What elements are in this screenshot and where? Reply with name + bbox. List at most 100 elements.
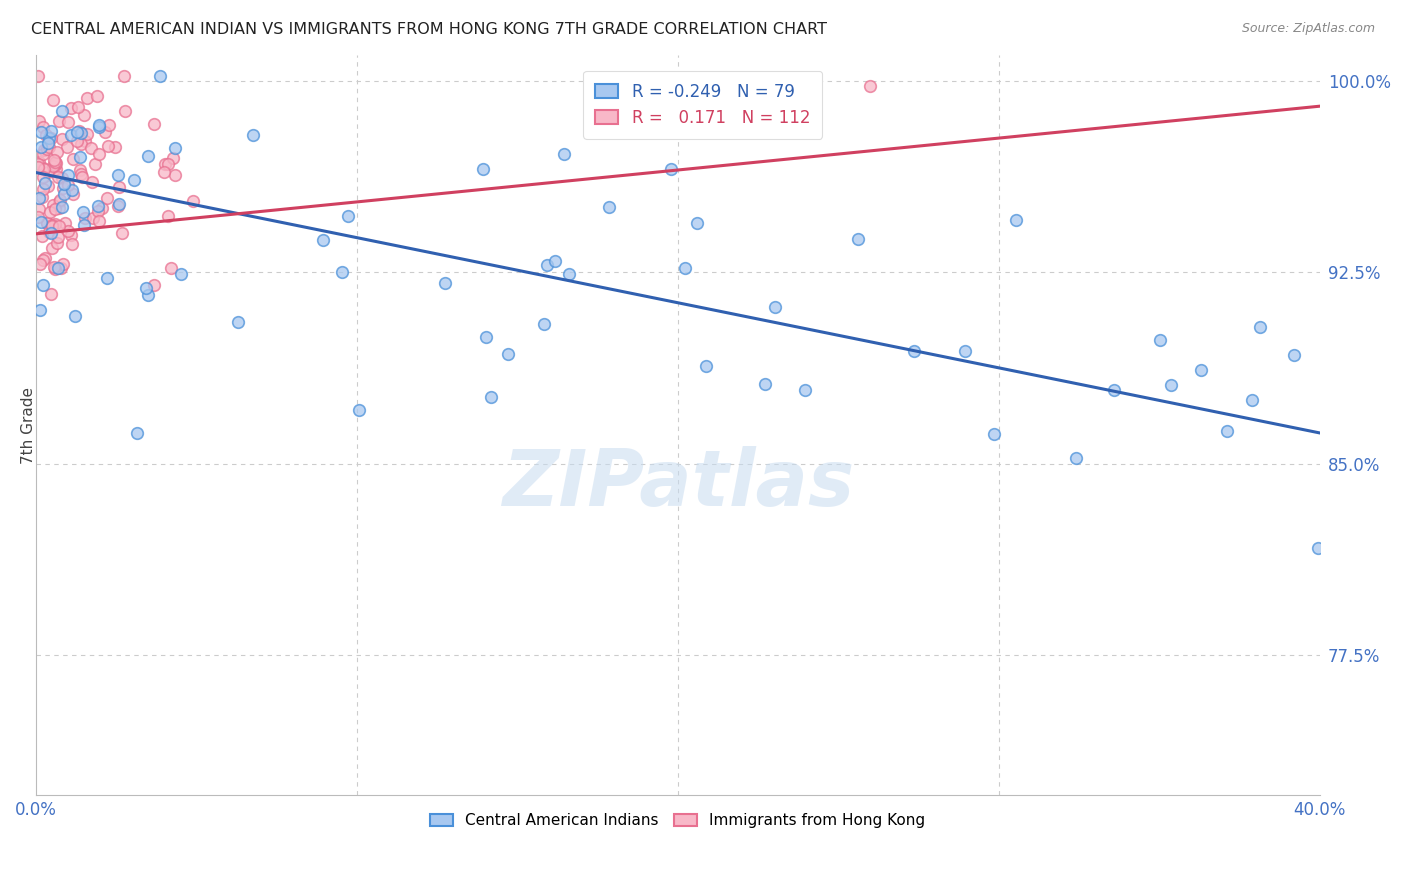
Point [859,78,882,93]
Point [136,148,159,162]
Point [163,141,186,155]
Point [84,157,107,171]
Text: CENTRAL AMERICAN INDIAN VS IMMIGRANTS FROM HONG KONG 7TH GRADE CORRELATION CHART: CENTRAL AMERICAN INDIAN VS IMMIGRANTS FR… [31,22,827,37]
Point [73,218,96,232]
Point [38,140,60,154]
Point [66,134,89,148]
Point [46,261,69,276]
Point [67,100,90,114]
Point [87,214,110,228]
Point [558,267,581,281]
Point [776,91,799,105]
Point [794,384,817,398]
Point [44,158,66,172]
Point [659,162,682,177]
Point [1249,320,1271,334]
Point [153,165,176,179]
Point [34,176,56,190]
Point [51,132,73,146]
Point [336,209,359,223]
Point [41,219,63,234]
Point [44,261,66,276]
Point [536,258,558,272]
Point [114,103,136,118]
Point [56,140,79,154]
Point [66,125,89,139]
Point [433,276,456,290]
Point [59,128,82,142]
Point [104,140,127,154]
Point [32,143,55,157]
Point [107,199,129,213]
Point [87,204,110,219]
Point [149,69,172,83]
Point [62,186,84,201]
Point [46,170,69,185]
Point [1160,378,1182,392]
Point [59,227,82,242]
Point [89,146,111,161]
Point [111,226,134,240]
Point [107,169,129,183]
Point [42,198,65,212]
Point [27,157,49,171]
Point [28,257,51,271]
Point [27,69,49,83]
Point [76,91,98,105]
Point [44,217,66,231]
Point [1064,451,1087,466]
Point [41,227,63,241]
Point [153,157,176,171]
Point [138,288,160,302]
Point [1240,392,1263,407]
Point [1004,213,1026,227]
Point [157,209,180,223]
Point [34,251,56,265]
Point [42,260,65,274]
Point [242,128,264,142]
Point [311,233,333,247]
Point [544,254,567,268]
Point [135,281,157,295]
Point [112,69,135,83]
Point [82,175,104,189]
Point [45,156,67,170]
Point [553,147,575,161]
Point [82,211,104,225]
Point [51,171,73,186]
Point [27,160,49,174]
Point [686,216,709,230]
Point [52,257,75,271]
Point [35,216,58,230]
Point [31,125,53,139]
Point [28,113,51,128]
Point [60,183,83,197]
Point [70,170,93,185]
Text: Source: ZipAtlas.com: Source: ZipAtlas.com [1241,22,1375,36]
Point [32,182,55,196]
Point [142,117,165,131]
Point [46,236,69,251]
Point [67,124,90,138]
Point [51,104,73,119]
Point [983,427,1005,442]
Point [70,126,93,140]
Point [44,202,66,217]
Point [496,346,519,360]
Point [69,150,91,164]
Point [37,178,59,193]
Point [27,210,49,224]
Legend: Central American Indians, Immigrants from Hong Kong: Central American Indians, Immigrants fro… [423,805,934,836]
Point [89,118,111,132]
Point [160,260,183,275]
Point [70,167,93,181]
Point [76,127,98,141]
Point [1215,425,1237,439]
Point [49,261,72,276]
Point [38,131,60,145]
Point [35,142,58,156]
Point [48,194,70,209]
Point [1149,333,1171,347]
Point [32,169,55,184]
Point [39,286,62,301]
